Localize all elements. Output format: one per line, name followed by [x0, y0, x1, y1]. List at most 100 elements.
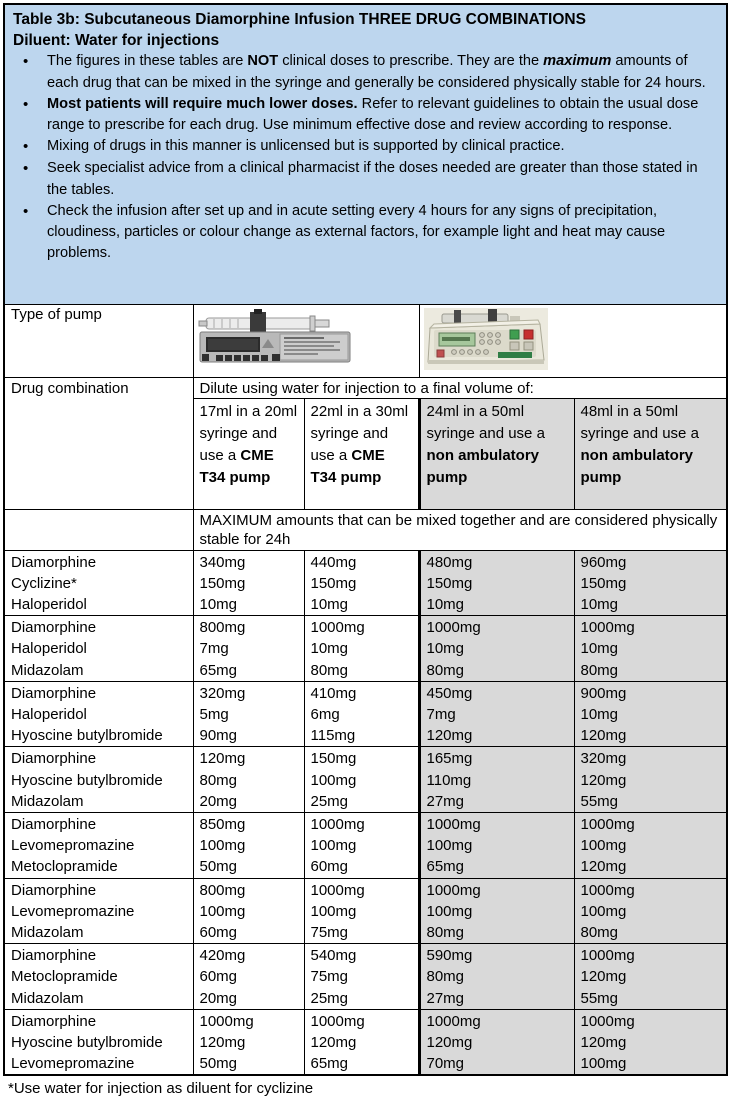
drug-names-cell: Diamorphine Levomepromazine Midazolam: [3, 877, 194, 945]
dose-value: 1000mg: [310, 1012, 365, 1030]
drug-name: Haloperidol: [11, 705, 87, 723]
dose-value: 590mg: [426, 947, 473, 965]
dose-rows: Diamorphine Cyclizine* Haloperidol 340mg 15…: [3, 549, 728, 1076]
dose-value: 1000mg: [199, 1012, 254, 1030]
dose-value: 900mg: [580, 684, 627, 702]
drug-name: Diamorphine: [11, 1012, 97, 1030]
dose-value: 100mg: [580, 1055, 627, 1073]
dose-cell-17ml: 420mg 60mg 20mg: [192, 943, 305, 1010]
dose-value: 150mg: [310, 750, 357, 768]
dose-value: 150mg: [426, 574, 473, 592]
dose-value: 10mg: [426, 640, 465, 658]
bullet-item: Seek specialist advice from a clinical p…: [13, 158, 716, 200]
dose-cell-22ml: 1000mg 100mg 75mg: [303, 877, 420, 945]
maximum-note: MAXIMUM amounts that can be mixed togeth…: [192, 508, 728, 551]
drug-name: Diamorphine: [11, 619, 97, 637]
dose-value: 10mg: [310, 640, 349, 658]
drug-combination-row: Diamorphine Haloperidol Hyoscine butylbrom…: [3, 680, 728, 748]
dose-value: 100mg: [310, 771, 357, 789]
dose-value: 10mg: [580, 595, 619, 613]
volume-header-17ml: 17ml in a 20ml syringe and use a CME T34…: [192, 397, 305, 510]
bullet-marker: [13, 136, 47, 158]
drug-combination-row: Diamorphine Hyoscine butylbromide Midazola…: [3, 746, 728, 813]
dose-value: 80mg: [199, 771, 238, 789]
dose-value: 320mg: [199, 684, 246, 702]
dose-value: 165mg: [426, 750, 473, 768]
dose-cell-22ml: 1000mg 100mg 60mg: [303, 811, 420, 879]
bullet-marker: [13, 51, 47, 93]
drug-name: Midazolam: [11, 661, 84, 679]
bullet-marker: [13, 158, 47, 200]
dose-value: 70mg: [426, 1055, 465, 1073]
dose-value: 120mg: [426, 727, 473, 745]
bullet-text: The figures in these tables are NOT clin…: [47, 53, 706, 91]
dose-value: 1000mg: [426, 619, 481, 637]
dose-value: 100mg: [199, 902, 246, 920]
dose-value: 120mg: [580, 1033, 627, 1051]
drug-names-cell: Diamorphine Levomepromazine Metoclopramide: [3, 811, 194, 879]
dose-cell-17ml: 120mg 80mg 20mg: [192, 746, 305, 813]
dose-value: 1000mg: [310, 619, 365, 637]
drug-name: Levomepromazine: [11, 837, 135, 855]
dose-value: 100mg: [310, 837, 357, 855]
dose-cell-24ml: 480mg 150mg 10mg: [417, 549, 575, 617]
dose-value: 60mg: [199, 923, 238, 941]
drug-names-cell: Diamorphine Hyoscine butylbromide Levomepr…: [3, 1008, 194, 1076]
dose-value: 27mg: [426, 989, 465, 1007]
dose-value: 80mg: [310, 661, 349, 679]
dose-value: 1000mg: [426, 1012, 481, 1030]
dose-value: 320mg: [580, 750, 627, 768]
dose-value: 10mg: [310, 595, 349, 613]
dose-value: 440mg: [310, 553, 357, 571]
drug-name: Midazolam: [11, 923, 84, 941]
dose-value: 55mg: [580, 989, 619, 1007]
dose-cell-48ml: 1000mg 100mg 120mg: [573, 811, 728, 879]
dose-value: 80mg: [426, 923, 465, 941]
dose-value: 10mg: [426, 595, 465, 613]
bullet-marker: [13, 201, 47, 265]
dose-value: 1000mg: [426, 815, 481, 833]
drug-names-cell: Diamorphine Metoclopramide Midazolam: [3, 943, 194, 1010]
dilute-row: Drug combination Dilute using water for …: [3, 376, 728, 510]
dose-value: 100mg: [426, 902, 473, 920]
drug-names-cell: Diamorphine Cyclizine* Haloperidol: [3, 549, 194, 617]
dose-value: 100mg: [310, 902, 357, 920]
dose-cell-22ml: 540mg 75mg 25mg: [303, 943, 420, 1010]
dose-value: 65mg: [310, 1055, 349, 1073]
diluent-subtitle: Diluent: Water for injections: [13, 32, 220, 50]
drug-name: Diamorphine: [11, 750, 97, 768]
dose-value: 120mg: [310, 1033, 357, 1051]
drug-name: Metoclopramide: [11, 968, 118, 986]
dose-cell-17ml: 340mg 150mg 10mg: [192, 549, 305, 617]
volume-header-48ml: 48ml in a 50ml syringe and use a non amb…: [573, 397, 728, 510]
dose-value: 410mg: [310, 684, 357, 702]
dose-value: 5mg: [199, 705, 229, 723]
dose-value: 100mg: [580, 902, 627, 920]
dose-value: 80mg: [426, 968, 465, 986]
dose-cell-22ml: 410mg 6mg 115mg: [303, 680, 420, 748]
dilute-instruction: Dilute using water for injection to a fi…: [192, 376, 728, 399]
volume-header-24ml: 24ml in a 50ml syringe and use a non amb…: [417, 397, 575, 510]
drug-combination-row: Diamorphine Levomepromazine Metoclopramide…: [3, 811, 728, 879]
drug-name: Midazolam: [11, 989, 84, 1007]
drug-combination-row: Diamorphine Metoclopramide Midazolam 420mg…: [3, 943, 728, 1010]
dose-value: 115mg: [310, 727, 356, 745]
dose-value: 1000mg: [580, 1012, 635, 1030]
dose-value: 75mg: [310, 968, 349, 986]
drug-name: Hyoscine butylbromide: [11, 771, 163, 789]
drug-name: Levomepromazine: [11, 902, 135, 920]
dose-value: 25mg: [310, 792, 349, 810]
dose-value: 110mg: [426, 771, 472, 789]
dose-value: 960mg: [580, 553, 627, 571]
dose-cell-17ml: 850mg 100mg 50mg: [192, 811, 305, 879]
dose-value: 65mg: [199, 661, 238, 679]
drug-name: Diamorphine: [11, 947, 97, 965]
drug-combination-row: Diamorphine Levomepromazine Midazolam 800m…: [3, 877, 728, 945]
dose-value: 450mg: [426, 684, 473, 702]
dose-value: 540mg: [310, 947, 357, 965]
header-note: Table 3b: Subcutaneous Diamorphine Infus…: [3, 3, 728, 305]
dose-value: 75mg: [310, 923, 349, 941]
bullet-marker: [13, 94, 47, 136]
dose-cell-17ml: 800mg 100mg 60mg: [192, 877, 305, 945]
drug-names-cell: Diamorphine Haloperidol Midazolam: [3, 615, 194, 682]
